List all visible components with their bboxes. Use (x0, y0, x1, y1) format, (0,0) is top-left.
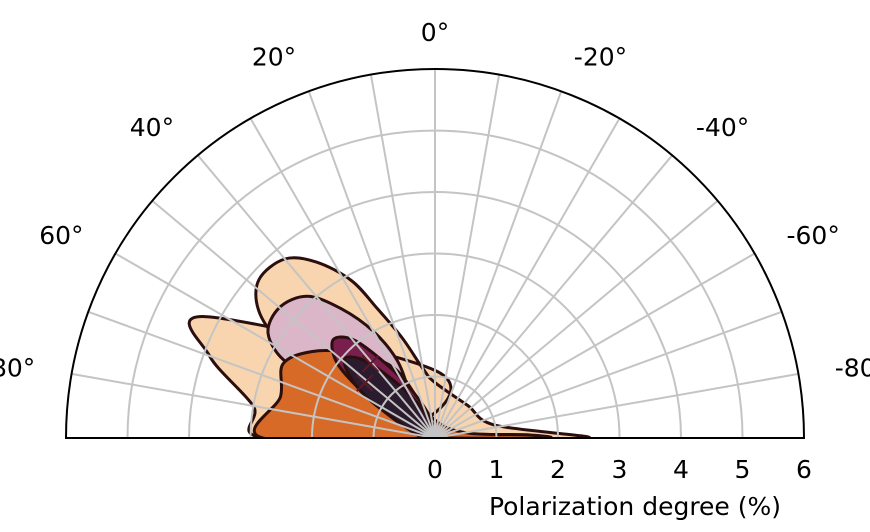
angle-tick-label: -60° (787, 221, 840, 250)
contour-fills (187, 256, 591, 438)
polar-grid (71, 69, 799, 439)
angle-tick-label: 40° (130, 113, 174, 142)
polar-frame-outline (64, 68, 806, 439)
grid-spoke (434, 372, 799, 439)
peak-markers (356, 355, 380, 392)
grid-spoke (151, 200, 436, 439)
radial-tick-label: 3 (612, 455, 628, 484)
angle-tick-label: 80° (0, 354, 35, 383)
radial-tick-label: 6 (796, 455, 812, 484)
radial-tick-labels: 0 1 2 3 4 5 6 (427, 455, 812, 484)
peak-marker (361, 355, 380, 373)
polar-frame (64, 68, 806, 439)
grid-spoke (369, 74, 436, 439)
angle-tick-label: 60° (39, 221, 83, 250)
radial-tick-label: 2 (550, 455, 566, 484)
radial-tick-label: 1 (489, 455, 505, 484)
grid-spoke (434, 200, 719, 439)
angle-tick-label: 0° (421, 18, 449, 47)
grid-spoke (307, 90, 436, 439)
radial-tick-label: 0 (427, 455, 443, 484)
grid-spoke (87, 310, 436, 439)
radial-tick-label: 5 (735, 455, 751, 484)
angle-tick-label: -40° (696, 113, 749, 142)
radial-tick-label: 4 (673, 455, 689, 484)
x-axis-title: Polarization degree (%) (489, 492, 781, 521)
grid-spoke (197, 154, 436, 439)
angle-tick-label: -20° (574, 43, 627, 72)
angle-tick-label: -80° (835, 354, 870, 383)
grid-spoke (434, 252, 756, 439)
grid-spoke (434, 117, 621, 439)
grid-spoke (434, 154, 673, 439)
angle-tick-label: 20° (252, 43, 296, 72)
grid-spoke (434, 310, 783, 439)
grid-spoke (434, 90, 563, 439)
angle-tick-labels: 0° 20° -20° 40° -40° 60° -60° 80° -80° (0, 18, 870, 382)
grid-spoke (114, 252, 436, 439)
grid-spoke (71, 372, 436, 439)
grid-spoke (249, 117, 436, 439)
grid-spoke (434, 74, 501, 439)
peak-marker (356, 374, 374, 392)
